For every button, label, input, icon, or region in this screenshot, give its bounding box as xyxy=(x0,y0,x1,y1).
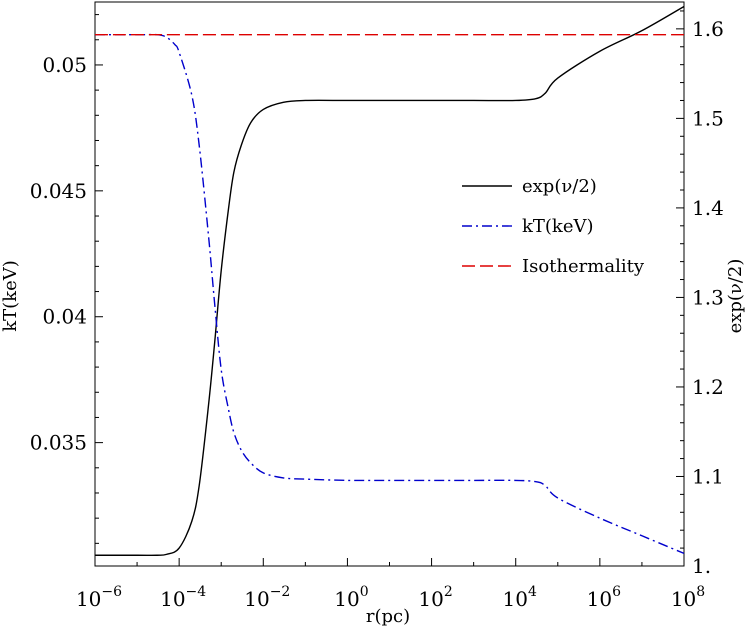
y-left-tick-label: 0.04 xyxy=(42,305,87,329)
x-tick-label: 108 xyxy=(671,584,705,611)
y-right-tick-label: 1. xyxy=(692,554,711,578)
x-tick-label: 10−4 xyxy=(160,584,206,611)
y-right-tick-label: 1.5 xyxy=(692,106,724,130)
y-left-axis-title: kT(keV) xyxy=(0,260,21,332)
x-tick-label: 10−2 xyxy=(244,584,290,611)
series-line-0 xyxy=(95,5,685,557)
legend-label-kt: kT(keV) xyxy=(522,216,594,237)
series-line-1 xyxy=(95,33,685,555)
plot-frame xyxy=(94,1,685,567)
x-tick-label: 104 xyxy=(503,584,537,611)
x-tick-label: 100 xyxy=(334,584,368,611)
x-tick-label: 106 xyxy=(587,584,621,611)
y-right-tick-label: 1.1 xyxy=(692,464,724,488)
y-right-tick-label: 1.4 xyxy=(692,196,724,220)
y-right-tick-label: 1.6 xyxy=(692,17,724,41)
legend: exp(ν/2) kT(keV) Isothermality xyxy=(462,176,645,277)
y-right-axis-title: exp(ν/2) xyxy=(725,259,746,334)
x-tick-label: 10−6 xyxy=(76,584,122,611)
y-left-tick-label: 0.045 xyxy=(30,179,87,203)
y-left-tick-label: 0.035 xyxy=(30,431,87,455)
legend-label-exp: exp(ν/2) xyxy=(522,176,597,197)
x-tick-label: 102 xyxy=(418,584,452,611)
legend-label-iso: Isothermality xyxy=(522,256,645,277)
y-right-tick-label: 1.2 xyxy=(692,375,724,399)
x-axis-title: r(pc) xyxy=(366,606,410,627)
y-right-tick-label: 1.3 xyxy=(692,285,724,309)
series-layer xyxy=(95,5,685,557)
ticks-layer: 10−6 10−4 10−2 100 102 104 106 108 0.035 0.04 0.04… xyxy=(30,10,724,611)
y-left-tick-label: 0.05 xyxy=(42,53,87,77)
